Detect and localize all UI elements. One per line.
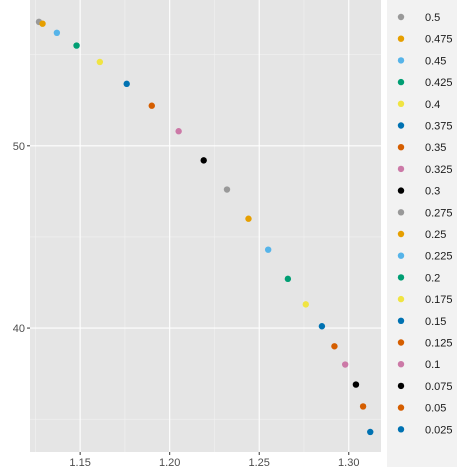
data-point xyxy=(53,29,61,37)
legend-label: 0.325 xyxy=(425,164,453,176)
legend-label: 0.45 xyxy=(425,55,446,67)
legend-label: 0.125 xyxy=(425,338,453,350)
y-tick-label: 50 xyxy=(13,141,25,153)
legend-key xyxy=(397,165,405,173)
data-point xyxy=(200,157,207,164)
data-point xyxy=(284,275,292,283)
data-point xyxy=(175,128,182,135)
data-points xyxy=(35,18,374,436)
legend-label: 0.375 xyxy=(425,121,453,133)
legend-key xyxy=(397,382,405,390)
legend-key xyxy=(397,122,405,129)
legend-label: 0.25 xyxy=(425,229,446,241)
legend-label: 0.025 xyxy=(425,424,453,436)
legend-key xyxy=(397,252,405,259)
x-tick-label: 1.30 xyxy=(338,457,359,467)
legend-label: 0.3 xyxy=(425,186,440,198)
data-point xyxy=(73,42,80,49)
x-tick-label: 1.20 xyxy=(159,457,180,467)
legend-label: 0.2 xyxy=(425,272,440,284)
data-point xyxy=(302,301,309,308)
data-point xyxy=(123,80,130,88)
legend-label: 0.425 xyxy=(425,77,453,89)
legend-label: 0.15 xyxy=(425,316,446,328)
data-point xyxy=(245,215,252,222)
legend-label: 0.4 xyxy=(425,99,440,111)
x-axis: 1.15 1.20 1.25 1.30 xyxy=(69,452,359,467)
panel-background xyxy=(30,0,381,452)
legend-label: 0.175 xyxy=(425,294,453,306)
legend-key xyxy=(397,274,405,281)
legend-label: 0.275 xyxy=(425,207,453,219)
legend-key xyxy=(397,78,405,86)
x-tick-label: 1.15 xyxy=(69,457,90,467)
legend-label: 0.075 xyxy=(425,381,453,393)
grid-minor xyxy=(30,0,381,452)
legend-label: 0.225 xyxy=(425,251,453,263)
legend: 0.5 0.475 0.45 0.425 0.4 0.375 0.35 0.325 0.3 0.2… xyxy=(387,0,457,467)
x-tick-label: 1.25 xyxy=(249,457,270,467)
legend-label: 0.5 xyxy=(425,12,440,24)
data-point xyxy=(352,381,360,388)
legend-key xyxy=(397,144,405,151)
data-point xyxy=(96,58,104,66)
legend-key xyxy=(397,317,405,324)
legend-key xyxy=(397,426,405,433)
legend-key xyxy=(397,295,405,303)
data-point xyxy=(367,428,374,436)
legend-key xyxy=(397,339,405,346)
data-point xyxy=(264,246,272,253)
legend-key xyxy=(397,209,405,216)
legend-key xyxy=(397,35,405,42)
legend-label: 0.05 xyxy=(425,403,446,415)
y-axis: 40 50 xyxy=(13,141,30,335)
data-point xyxy=(148,102,155,109)
legend-key xyxy=(397,361,405,368)
legend-key xyxy=(397,57,405,64)
y-tick-label: 40 xyxy=(13,323,25,335)
legend-background xyxy=(387,0,457,467)
legend-label: 0.475 xyxy=(425,34,453,46)
data-point xyxy=(359,403,367,410)
data-point xyxy=(341,361,349,368)
legend-label: 0.1 xyxy=(425,359,440,371)
data-point xyxy=(331,343,338,350)
legend-key xyxy=(397,230,405,238)
legend-key xyxy=(397,187,405,194)
legend-label: 0.35 xyxy=(425,142,446,154)
data-point xyxy=(223,186,231,193)
data-point xyxy=(318,323,326,330)
legend-key xyxy=(397,13,405,21)
legend-key xyxy=(397,404,405,411)
legend-key xyxy=(397,100,405,108)
data-point xyxy=(39,20,46,27)
